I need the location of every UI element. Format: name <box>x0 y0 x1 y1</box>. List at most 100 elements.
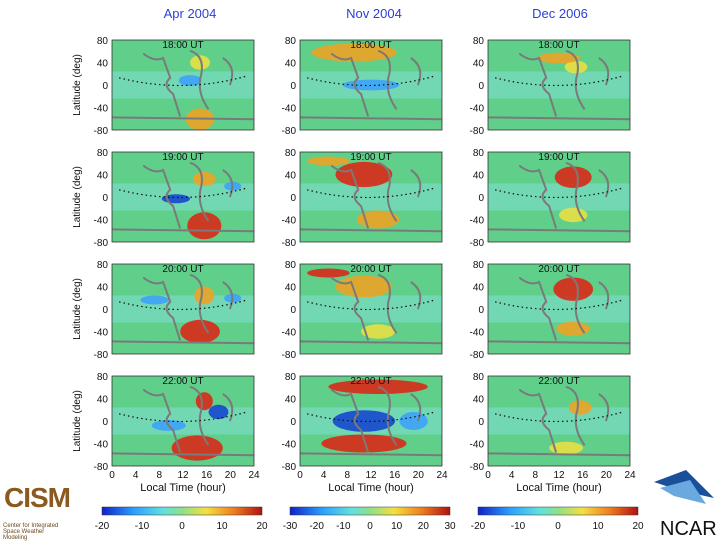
coastline <box>112 273 254 345</box>
y-tick-label: 80 <box>285 36 297 47</box>
x-tick-label: 20 <box>225 470 237 481</box>
anomaly-region <box>559 207 588 223</box>
y-tick-label: -40 <box>282 104 297 115</box>
anomaly-region <box>194 286 215 305</box>
colorbar-tick-label: 0 <box>179 521 185 532</box>
y-tick-label: -40 <box>470 104 485 115</box>
colorbar-tick-label: 10 <box>216 521 228 532</box>
y-tick-label: -40 <box>470 328 485 339</box>
y-tick-label: 40 <box>285 395 297 406</box>
anomaly-region <box>335 275 393 298</box>
magnetic-equator <box>118 187 248 199</box>
anomaly-region <box>564 60 588 74</box>
coastline <box>488 273 630 345</box>
anomaly-region <box>195 392 213 411</box>
y-tick-label: -40 <box>282 328 297 339</box>
anomaly-region <box>549 441 584 455</box>
coastline <box>112 385 254 457</box>
coastline <box>300 385 442 457</box>
y-tick-label: 0 <box>478 81 484 92</box>
x-tick-label: 24 <box>436 470 448 481</box>
colorbar-tick-label: -30 <box>283 521 298 532</box>
x-tick-label: 0 <box>485 470 491 481</box>
coastline <box>488 385 630 457</box>
anomaly-region <box>190 55 210 70</box>
magnetic-equator <box>494 299 624 311</box>
y-tick-label: -80 <box>282 350 297 361</box>
colorbar-tick-label: 20 <box>256 521 268 532</box>
y-tick-label: 80 <box>285 260 297 271</box>
y-tick-label: -80 <box>470 350 485 361</box>
coastline <box>112 161 254 233</box>
panel-title: 22:00 UT <box>350 376 391 387</box>
colorbar-tick-label: 0 <box>555 521 561 532</box>
panel-title: 19:00 UT <box>162 152 203 163</box>
magnetic-equator <box>118 411 248 423</box>
x-tick-label: 8 <box>533 470 539 481</box>
coastline <box>300 161 442 233</box>
y-tick-label: -40 <box>94 216 109 227</box>
anomaly-region <box>187 212 222 240</box>
x-axis-label: Local Time (hour) <box>516 482 602 494</box>
colorbar-tick-label: 30 <box>444 521 456 532</box>
y-tick-label: -80 <box>94 126 109 137</box>
y-tick-label: 40 <box>97 283 109 294</box>
anomaly-region <box>553 277 594 301</box>
colorbar-tick-label: -20 <box>95 521 110 532</box>
map-panel: 19:00 UT 80 40 0 -40 -80 <box>282 148 443 249</box>
y-tick-label: -80 <box>470 462 485 473</box>
y-tick-label: 80 <box>473 36 485 47</box>
y-tick-label: 80 <box>97 260 109 271</box>
y-tick-label: 40 <box>285 59 297 70</box>
y-tick-label: 40 <box>473 59 485 70</box>
x-axis-label: Local Time (hour) <box>328 482 414 494</box>
panel-title: 22:00 UT <box>162 376 203 387</box>
y-tick-label: -80 <box>94 350 109 361</box>
coastline <box>300 49 442 121</box>
x-tick-label: 24 <box>624 470 636 481</box>
magnetic-equator <box>118 75 248 87</box>
y-tick-label: 0 <box>478 417 484 428</box>
map-panel: 20:00 UT 80 40 0 -40 -80 <box>470 260 631 361</box>
anomaly-region <box>332 410 396 432</box>
x-tick-label: 16 <box>389 470 401 481</box>
anomaly-region <box>399 412 428 430</box>
x-tick-label: 8 <box>345 470 351 481</box>
x-tick-label: 4 <box>321 470 327 481</box>
anomaly-region <box>335 161 393 188</box>
colorbar: -20 -10 0 10 20 <box>95 506 268 532</box>
y-tick-label: 0 <box>478 193 484 204</box>
anomaly-region <box>307 268 350 278</box>
y-tick-label: 80 <box>285 148 297 159</box>
y-tick-label: -40 <box>282 216 297 227</box>
y-tick-label: -80 <box>94 462 109 473</box>
x-tick-label: 16 <box>201 470 213 481</box>
cism-logo-text: CISM <box>4 482 71 513</box>
anomaly-region <box>554 166 592 188</box>
y-tick-label: -80 <box>282 462 297 473</box>
map-panel: 20:00 UT 80 40 0 -40 -80 <box>282 260 443 361</box>
y-tick-label: 40 <box>473 171 485 182</box>
map-panel: 19:00 UT 80 40 0 -40 -80 Latitude (deg) <box>72 148 255 249</box>
anomaly-region <box>180 319 220 344</box>
map-panel: 18:00 UT 80 40 0 -40 -80 <box>470 36 631 137</box>
anomaly-region <box>307 156 350 166</box>
panel-title: 20:00 UT <box>350 264 391 275</box>
y-tick-label: 40 <box>285 171 297 182</box>
magnetic-equator <box>494 75 624 87</box>
panel-title: 19:00 UT <box>538 152 579 163</box>
x-tick-label: 8 <box>157 470 163 481</box>
colorbar-tick-label: -10 <box>511 521 526 532</box>
colorbar-tick-label: -10 <box>135 521 150 532</box>
coastline <box>300 273 442 345</box>
y-tick-label: 80 <box>97 148 109 159</box>
y-tick-label: -40 <box>470 216 485 227</box>
x-tick-label: 12 <box>177 470 189 481</box>
colorbar-tick-label: -20 <box>309 521 324 532</box>
y-tick-label: -40 <box>94 328 109 339</box>
x-tick-label: 0 <box>297 470 303 481</box>
y-axis-label: Latitude (deg) <box>72 390 83 452</box>
map-panel: 18:00 UT 80 40 0 -40 -80 <box>282 36 443 137</box>
y-tick-label: 80 <box>473 372 485 383</box>
